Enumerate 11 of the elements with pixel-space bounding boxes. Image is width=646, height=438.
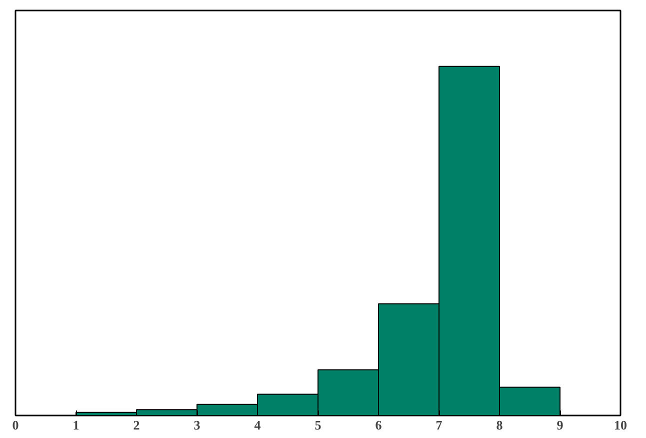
- x-tick-label: 8: [496, 418, 504, 432]
- x-tick-label: 9: [556, 418, 564, 432]
- x-tick-label: 5: [314, 418, 322, 432]
- x-tick-label: 1: [72, 418, 80, 432]
- x-tick-label: 10: [614, 418, 627, 432]
- x-tick-label: 3: [194, 418, 201, 432]
- x-tick-label: 7: [436, 418, 443, 432]
- x-tick-label: 4: [254, 418, 262, 432]
- x-tick-label: 6: [375, 418, 382, 432]
- x-tick-label: 2: [133, 418, 140, 432]
- x-tick-label: 0: [12, 418, 19, 432]
